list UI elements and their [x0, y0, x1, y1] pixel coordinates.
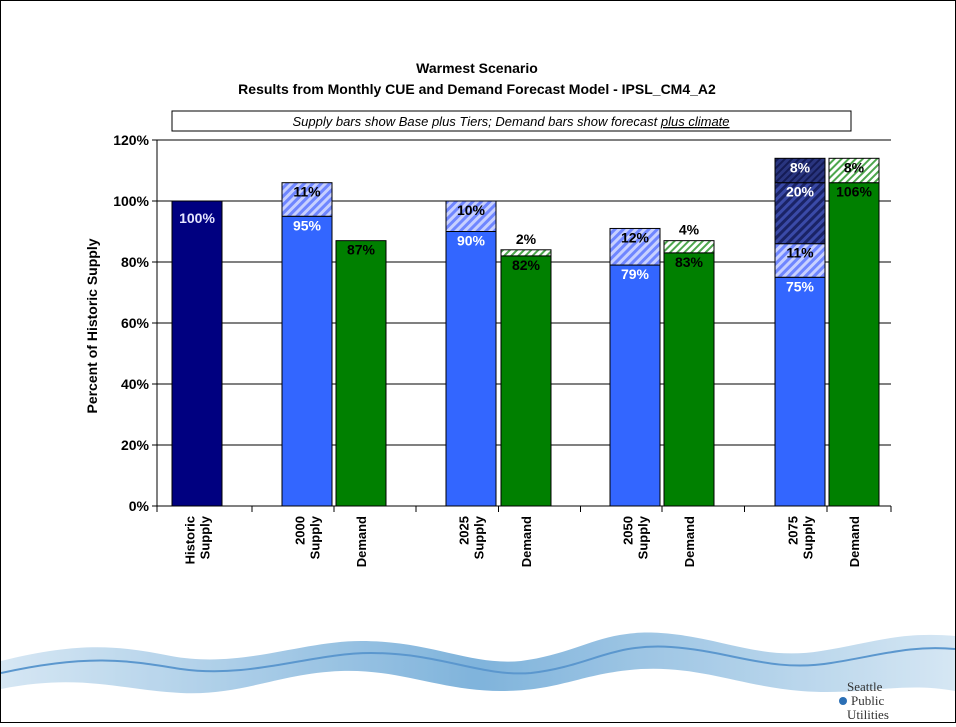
bar-segment-tier1 [281, 182, 333, 217]
bar-value-label: 106% [836, 184, 872, 200]
bar-segment-supply-base [774, 276, 826, 507]
note-text: Supply bars show Base plus Tiers; Demand… [292, 114, 729, 129]
bar-value-label: 82% [512, 257, 541, 273]
x-tick-label: Demand [847, 516, 862, 567]
bars [171, 157, 880, 507]
bar-segment-demand [663, 252, 715, 507]
chart-subtitle: Results from Monthly CUE and Demand Fore… [238, 81, 716, 97]
x-tick-label: 2075 [786, 516, 801, 545]
bar-segment-tier1 [445, 200, 497, 232]
bar-value-label: 95% [293, 217, 322, 233]
bar-value-label: 75% [786, 278, 815, 294]
bar-value-label: 83% [675, 254, 704, 270]
bar-segment-tier1 [609, 227, 661, 266]
bar-segment-demand [828, 182, 880, 507]
bar-segment-historic [171, 200, 223, 507]
bar-segment-climate [500, 249, 552, 257]
logo-line-2: Public [851, 693, 884, 708]
x-tick-label: Historic [183, 516, 198, 564]
x-tick-label: Demand [354, 516, 369, 567]
x-tick-label: Supply [198, 515, 213, 559]
bar-segment-climate [663, 240, 715, 254]
bar-segment-tier1 [774, 243, 826, 278]
y-tick-label: 60% [121, 315, 150, 331]
bar-value-label: 11% [293, 184, 321, 200]
y-tick-label: 40% [121, 376, 150, 392]
y-tick-label: 80% [121, 254, 150, 270]
chart-title: Warmest Scenario [416, 60, 538, 76]
y-axis-title: Percent of Historic Supply [84, 238, 100, 413]
x-tick-label: 2050 [621, 516, 636, 545]
bar-value-label: 90% [457, 233, 486, 249]
y-tick-label: 20% [121, 437, 150, 453]
bar-value-label: 12% [621, 229, 650, 245]
x-tick-label: 2025 [457, 516, 472, 545]
bar-segment-tier2 [774, 182, 826, 245]
bar-segment-demand [500, 255, 552, 507]
bar-value-label: 2% [516, 231, 537, 247]
bar-value-labels: 100% 95% 11% 87% 90% 10% 82% 2% 79% 12% 83% 4% 75% 11… [179, 159, 872, 294]
bar-value-label: 100% [179, 210, 215, 226]
x-tick-label: Demand [519, 516, 534, 567]
bar-segment-demand [335, 240, 387, 507]
bar-value-label: 8% [790, 159, 811, 175]
y-tick-label: 100% [113, 193, 149, 209]
bar-value-label: 79% [621, 266, 650, 282]
y-axis-ticks: 0% 20% 40% 60% 80% 100% 120% [113, 132, 157, 514]
water-decoration [0, 632, 956, 694]
x-tick-label: Supply [472, 515, 487, 559]
y-tick-label: 120% [113, 132, 149, 148]
note-box [171, 110, 852, 132]
axes [156, 140, 892, 512]
bar-segment-supply-base [445, 231, 497, 507]
y-tick-label: 0% [129, 498, 150, 514]
bar-value-label: 10% [457, 202, 486, 218]
x-tick-label: Supply [308, 515, 323, 559]
bar-segment-climate [828, 157, 880, 184]
bar-segment-supply-base [281, 215, 333, 507]
bar-value-label: 20% [786, 184, 815, 200]
x-axis-labels: Historic Supply 2000 Supply Demand 2025 Supply… [183, 515, 863, 567]
bar-segment-supply-base [609, 264, 661, 507]
logo-line-1: Seattle [847, 679, 883, 694]
x-tick-label: Demand [682, 516, 697, 567]
bar-value-label: 11% [786, 245, 814, 261]
x-tick-label: 2000 [293, 516, 308, 545]
bar-value-label: 87% [347, 242, 376, 258]
logo-line-3: Utilities [847, 707, 889, 722]
logo-mark-icon [839, 697, 847, 705]
x-tick-label: Supply [636, 515, 651, 559]
x-tick-label: Supply [801, 515, 816, 559]
bar-value-label: 4% [679, 222, 700, 238]
seattle-public-utilities-logo: Seattle Public Utilities [839, 679, 889, 722]
bar-value-label: 8% [844, 159, 865, 175]
bar-segment-tier3 [774, 157, 826, 184]
